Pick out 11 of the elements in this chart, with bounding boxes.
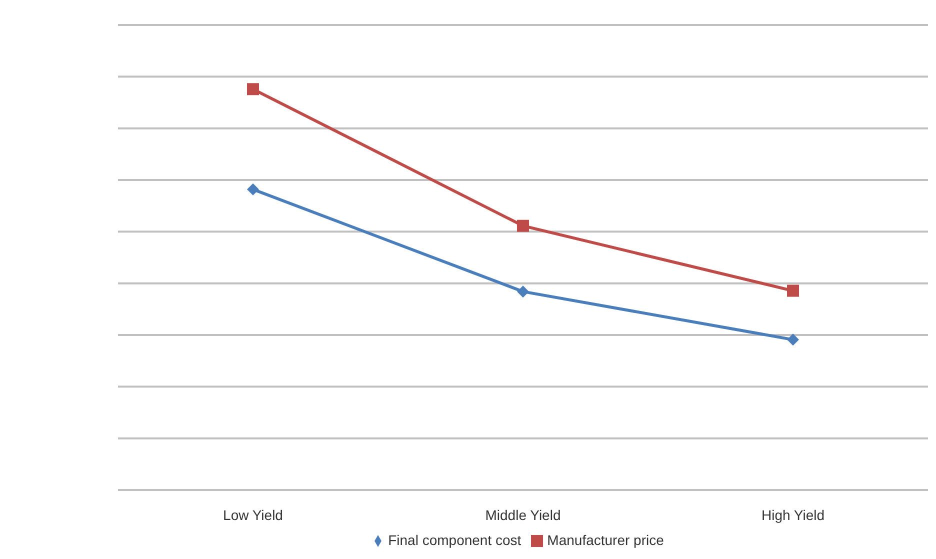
legend-label: Final component cost — [388, 532, 522, 548]
x-tick-label: Low Yield — [223, 506, 283, 523]
x-tick-label: High Yield — [761, 506, 825, 523]
point — [787, 334, 799, 346]
point — [517, 220, 529, 232]
point — [247, 83, 259, 96]
x-tick-label: Middle Yield — [485, 506, 561, 523]
point — [787, 284, 799, 297]
point — [517, 286, 529, 298]
legend-label: Manufacturer price — [547, 532, 664, 548]
point — [247, 183, 259, 196]
